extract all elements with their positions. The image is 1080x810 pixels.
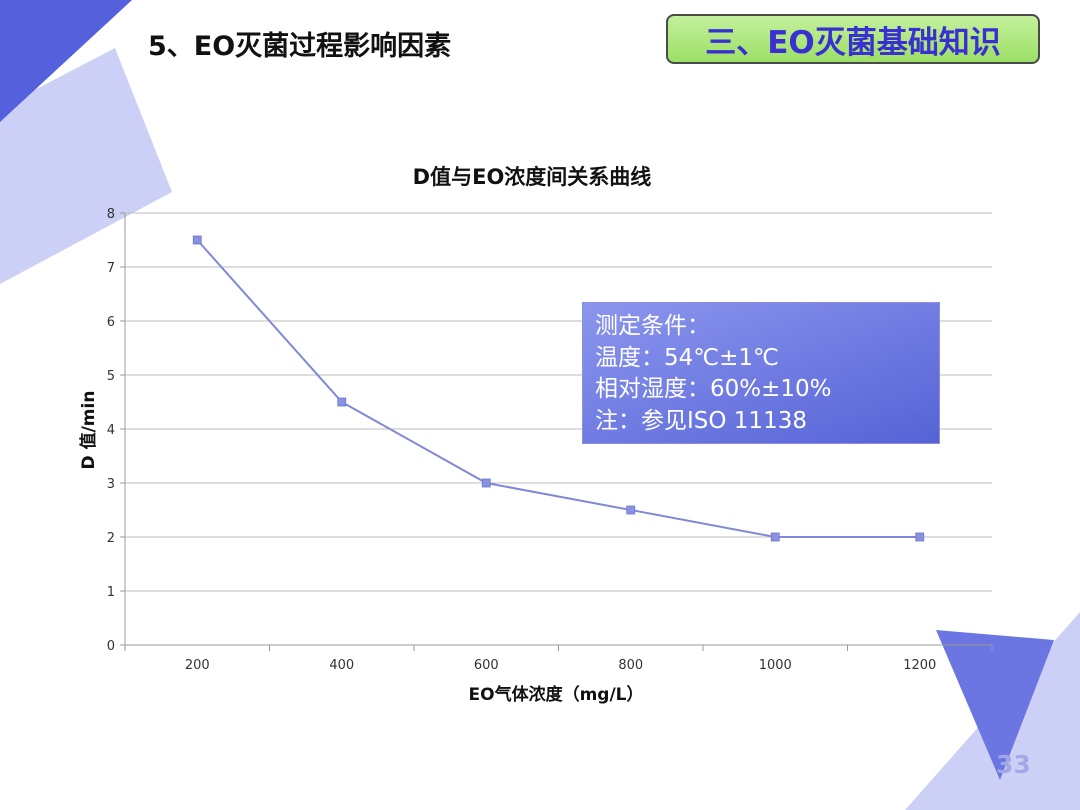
data-point-200 — [192, 235, 202, 245]
x-tick-label: 600 — [474, 658, 499, 673]
bottom-right-dark-triangle — [936, 630, 1054, 780]
y-tick-label: 4 — [107, 423, 115, 438]
x-axis-label: EO气体浓度（mg/L） — [469, 684, 644, 705]
slide-title: 5、EO灭菌过程影响因素 — [148, 31, 452, 62]
series — [192, 235, 925, 542]
y-tick-label: 3 — [107, 477, 115, 492]
section-badge: 三、EO灭菌基础知识 — [666, 14, 1040, 64]
x-tick-label: 400 — [329, 658, 354, 673]
y-tick-label: 8 — [107, 207, 115, 222]
page-number: 33 — [996, 750, 1031, 779]
corner-light-triangle — [0, 48, 172, 284]
data-point-800 — [626, 505, 636, 515]
data-point-1200 — [915, 532, 925, 542]
y-axis-label: D 值/min — [78, 391, 99, 470]
y-tick-label: 6 — [107, 315, 115, 330]
y-tick-label: 7 — [107, 261, 115, 276]
data-point-400 — [337, 397, 347, 407]
y-tick-label: 1 — [107, 585, 115, 600]
y-tick-label: 0 — [107, 639, 115, 654]
y-tick-label: 5 — [107, 369, 115, 384]
corner-dark-triangle — [0, 0, 132, 122]
x-tick-label: 1000 — [759, 658, 792, 673]
data-point-600 — [481, 478, 491, 488]
series-line — [196, 239, 920, 538]
y-tick-label: 2 — [107, 531, 115, 546]
x-tick-label: 1200 — [903, 658, 936, 673]
y-tick-labels: 0 1 2 3 4 5 6 7 8 — [107, 207, 115, 654]
x-tick-label: 200 — [185, 658, 210, 673]
chart-title: D值与EO浓度间关系曲线 — [413, 165, 652, 189]
axes — [120, 212, 993, 651]
note-line-1: 测定条件： — [595, 313, 710, 339]
x-tick-labels: 200 400 600 800 1000 1200 — [185, 658, 936, 673]
note-line-3: 相对湿度：60%±10% — [595, 376, 832, 402]
note-line-4: 注：参见ISO 11138 — [595, 407, 807, 434]
data-point-1000 — [770, 532, 780, 542]
note-line-2: 温度：54℃±1℃ — [595, 344, 779, 371]
measurement-conditions-box: 测定条件： 温度：54℃±1℃ 相对湿度：60%±10% 注：参见ISO 111… — [582, 302, 940, 444]
x-tick-label: 800 — [618, 658, 643, 673]
